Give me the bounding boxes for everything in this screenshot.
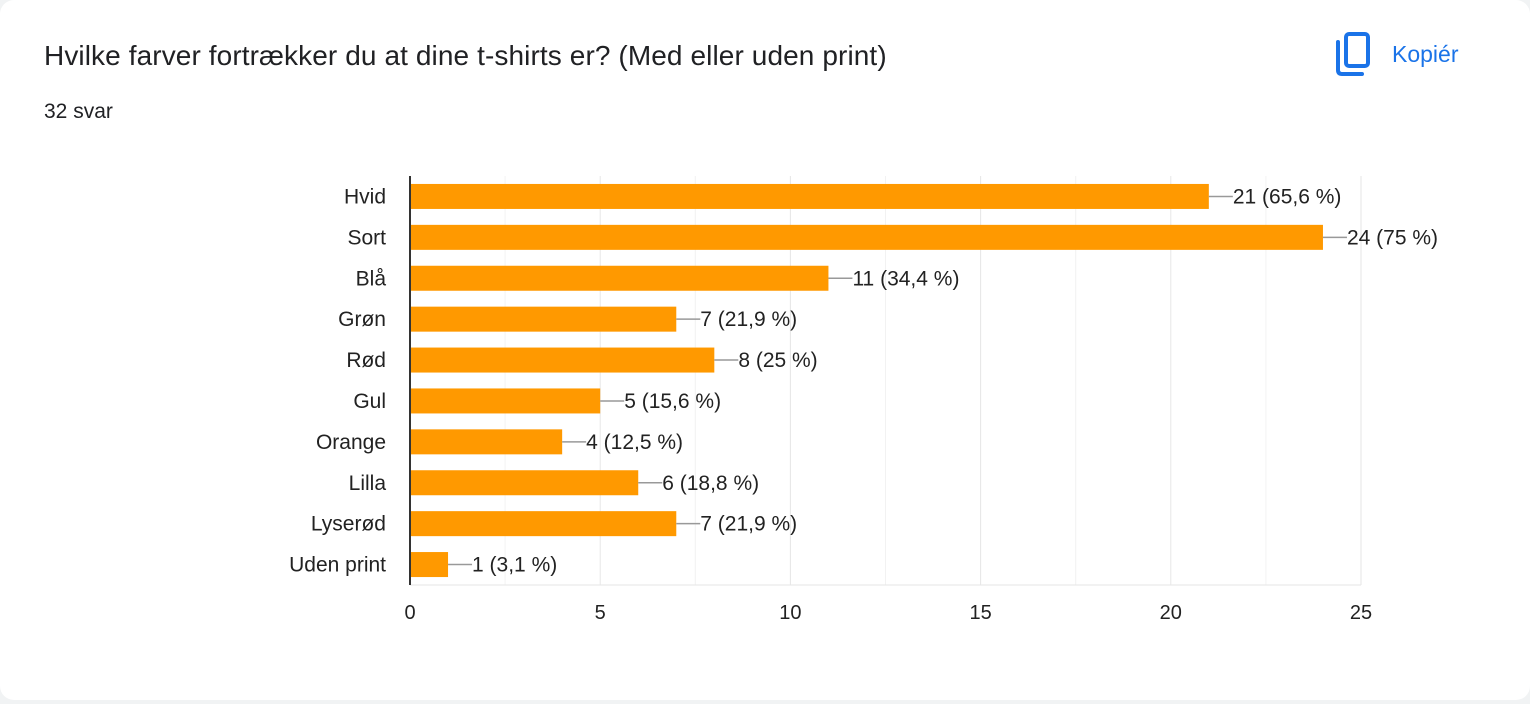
data-label: 8 (25 %) — [738, 349, 817, 372]
category-label: Gul — [353, 390, 386, 413]
x-tick-label: 20 — [1160, 602, 1182, 624]
x-tick-label: 10 — [779, 602, 801, 624]
x-tick-label: 0 — [404, 602, 415, 624]
bar — [411, 429, 563, 455]
data-label: 21 (65,6 %) — [1233, 185, 1342, 208]
category-label: Rød — [346, 349, 386, 372]
copy-chart-button[interactable]: Kopiér — [1322, 28, 1468, 80]
data-label: 7 (21,9 %) — [700, 513, 797, 536]
category-label: Sort — [347, 226, 386, 249]
bar — [411, 552, 449, 578]
bar — [411, 224, 1323, 250]
category-label: Lilla — [349, 472, 387, 495]
x-tick-label: 25 — [1350, 602, 1372, 624]
copy-label: Kopiér — [1392, 40, 1459, 67]
data-label: 24 (75 %) — [1347, 226, 1438, 249]
category-label: Orange — [316, 431, 386, 454]
question-title: Hvilke farver fortrækker du at dine t-sh… — [44, 40, 887, 71]
copy-icon — [1332, 30, 1372, 78]
category-label: Hvid — [344, 185, 386, 208]
bar — [411, 306, 677, 332]
category-label: Grøn — [338, 308, 386, 331]
data-label: 7 (21,9 %) — [700, 308, 797, 331]
data-label: 1 (3,1 %) — [472, 554, 557, 577]
category-label: Uden print — [289, 554, 386, 577]
category-label: Blå — [356, 267, 387, 290]
x-tick-label: 15 — [969, 602, 991, 624]
bar — [411, 511, 677, 537]
response-count: 32 svar — [44, 100, 113, 123]
data-label: 6 (18,8 %) — [662, 472, 759, 495]
category-label: Lyserød — [311, 513, 386, 536]
data-label: 4 (12,5 %) — [586, 431, 683, 454]
bar — [411, 470, 639, 496]
bar — [411, 347, 715, 373]
bar — [411, 183, 1209, 209]
data-label: 5 (15,6 %) — [624, 390, 721, 413]
data-label: 11 (34,4 %) — [852, 267, 959, 290]
bar — [411, 388, 601, 414]
x-tick-label: 5 — [595, 602, 606, 624]
bar — [411, 265, 829, 291]
